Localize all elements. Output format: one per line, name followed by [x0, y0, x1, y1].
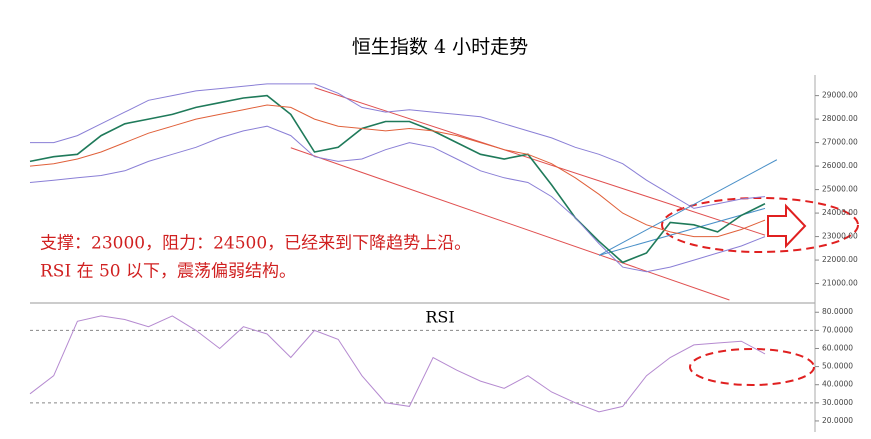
y-tick-label: 29000.00 [822, 91, 858, 100]
y-tick-label: 28000.00 [822, 114, 858, 123]
y-tick-label: 22000.00 [822, 255, 858, 264]
series-line [29, 315, 766, 413]
annotation: RSI 在 50 以下，震荡偏弱结构。 [40, 262, 296, 282]
rsi-title: RSI [425, 308, 454, 327]
arrow [767, 203, 807, 249]
y-tick-label: 21000.00 [822, 279, 858, 288]
series-line [30, 83, 766, 209]
y-tick-label: 30.0000 [822, 398, 853, 407]
trend-line [598, 207, 766, 256]
y-tick-label: 27000.00 [822, 138, 858, 147]
trend-line [314, 87, 766, 236]
y-tick-label: 25000.00 [822, 185, 858, 194]
y-tick-label: 24000.00 [822, 208, 858, 217]
highlight-ellipse [689, 348, 815, 386]
y-tick-label: 40.0000 [822, 380, 853, 389]
y-tick-label: 50.0000 [822, 362, 853, 371]
trend-line [598, 159, 778, 256]
series-line [29, 94, 766, 264]
chart-title: 恒生指数 4 小时走势 [352, 36, 528, 58]
y-tick-label: 80.0000 [822, 307, 853, 316]
y-tick-label: 23000.00 [822, 232, 858, 241]
series-line [29, 104, 766, 238]
y-tick-label: 70.0000 [822, 325, 853, 334]
y-tick-label: 60.0000 [822, 343, 853, 352]
highlight-ellipse [661, 197, 859, 253]
y-tick-label: 20.0000 [822, 416, 853, 425]
y-tick-label: 26000.00 [822, 161, 858, 170]
annotation: 支撑：23000，阻力：24500，已经来到下降趋势上沿。 [40, 234, 471, 254]
series-line [29, 125, 766, 273]
trend-line [290, 147, 730, 301]
